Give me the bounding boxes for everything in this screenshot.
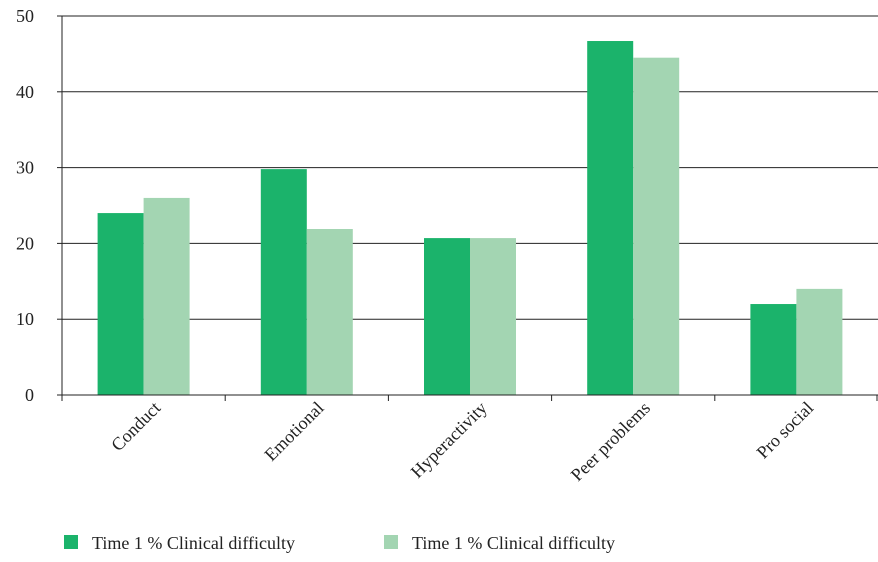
grid-lines [62, 15, 878, 320]
x-tick-label: Emotional [260, 398, 327, 465]
y-tick-label: 40 [16, 82, 34, 102]
bar-emotional-series-2 [306, 228, 353, 395]
bar-peer-problems-series-2 [633, 57, 680, 395]
bar-pro-social-series-2 [796, 288, 843, 395]
bars [97, 41, 843, 395]
y-tick-label: 30 [16, 158, 34, 178]
x-axis: Conduct Emotional Hyperactivity Peer proble… [61, 394, 878, 485]
bar-peer-problems-series-1 [587, 41, 634, 395]
bar-hyperactivity-series-1 [424, 238, 470, 395]
bar-conduct-series-2 [143, 197, 190, 395]
bar-pro-social-series-1 [750, 304, 797, 395]
legend-swatch [64, 535, 78, 549]
legend-label: Time 1 % Clinical difficulty [92, 533, 295, 553]
bar-hyperactivity-series-2 [470, 238, 516, 395]
legend-item: Time 1 % Clinical difficulty [384, 533, 615, 553]
y-tick-label: 50 [16, 6, 34, 26]
y-tick-label: 10 [16, 309, 34, 329]
y-axis: 0 10 20 30 40 50 [16, 6, 63, 405]
bar-emotional-series-1 [260, 169, 307, 395]
x-tick-label: Peer problems [567, 398, 654, 485]
x-tick-label: Pro social [753, 398, 818, 463]
x-tick-label: Hyperactivity [407, 398, 491, 482]
legend-label: Time 1 % Clinical difficulty [412, 533, 615, 553]
legend: Time 1 % Clinical difficulty Time 1 % Cli… [64, 533, 615, 553]
legend-swatch [384, 535, 398, 549]
y-tick-label: 20 [16, 233, 34, 253]
bar-conduct-series-1 [97, 213, 144, 395]
legend-item: Time 1 % Clinical difficulty [64, 533, 295, 553]
x-tick-label: Conduct [107, 398, 164, 455]
y-tick-label: 0 [25, 385, 34, 405]
